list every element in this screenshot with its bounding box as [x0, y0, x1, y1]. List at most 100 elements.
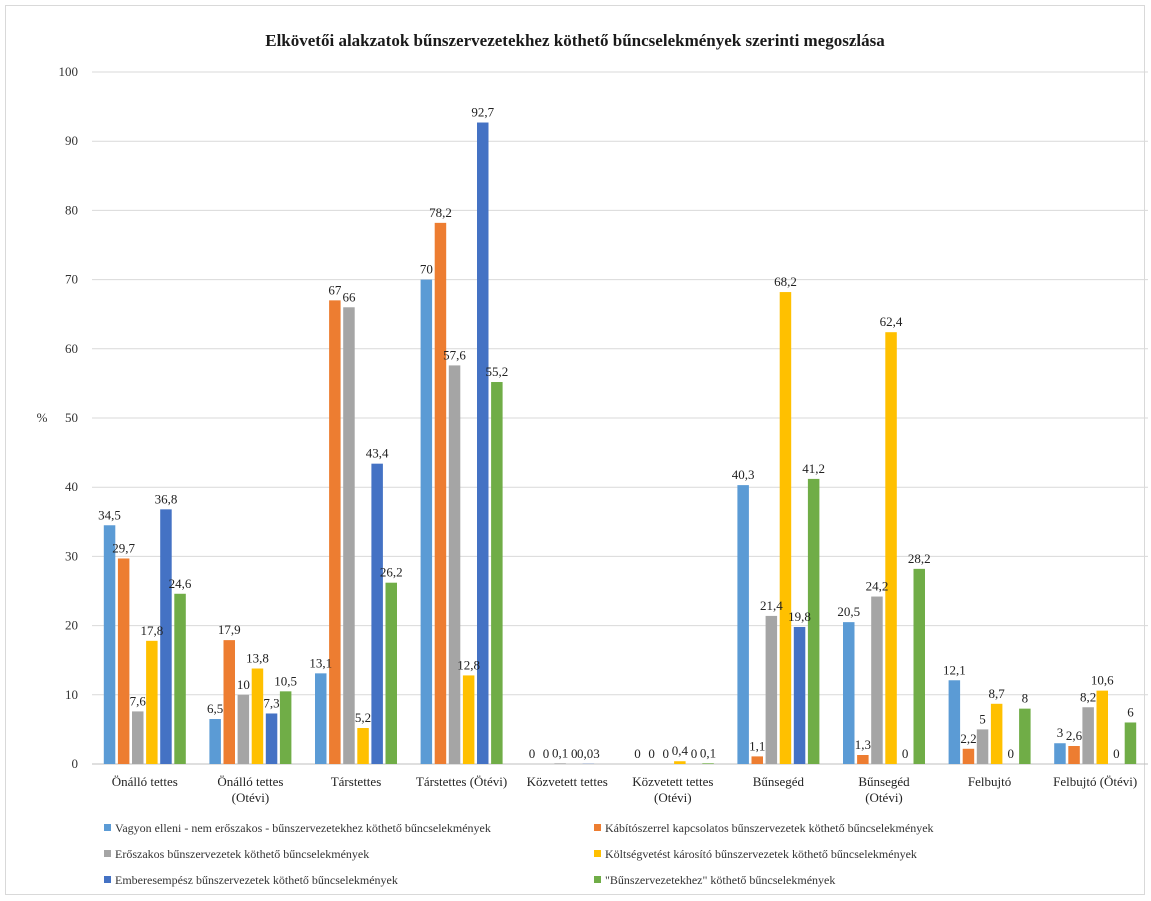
category-label: (Otévi): [654, 790, 692, 805]
legend-swatch: [104, 850, 111, 857]
legend-swatch: [594, 850, 601, 857]
bar: [477, 122, 489, 765]
data-label: 13,1: [309, 655, 332, 670]
legend-swatch: [594, 876, 601, 883]
bar: [420, 279, 433, 764]
data-label: 41,2: [802, 461, 825, 476]
data-label: 34,5: [98, 507, 121, 522]
bar: [674, 761, 686, 764]
bar: [737, 485, 749, 764]
data-label: 0: [648, 746, 655, 761]
data-label: 78,2: [429, 205, 452, 220]
y-tick-label: 30: [65, 548, 78, 563]
data-labels: 34,5 29,7 7,6 17,8 36,8 24,6 6,5 17,9 10 13,8 7,3 1…: [98, 105, 1134, 761]
bar: [265, 713, 278, 764]
bar: [1124, 722, 1137, 764]
y-axis-label: %: [37, 410, 48, 425]
data-label: 0: [1113, 746, 1120, 761]
bar: [843, 622, 855, 764]
data-label: 21,4: [760, 598, 783, 613]
bar: [357, 728, 369, 764]
y-tick-label: 100: [59, 64, 79, 79]
bar: [385, 582, 397, 764]
y-tick-label: 0: [72, 756, 79, 771]
legend-label: Vagyon elleni - nem erőszakos - bűnszerv…: [115, 821, 491, 835]
category-label: Közvetett tettes: [632, 774, 713, 789]
bar: [237, 694, 250, 764]
data-label: 5,2: [355, 710, 371, 725]
bar: [223, 640, 235, 764]
bar: [871, 596, 883, 764]
data-label: 57,6: [443, 347, 466, 362]
data-label: 5: [979, 711, 986, 726]
category-label: Közvetett tettes: [527, 774, 608, 789]
bar: [371, 463, 383, 764]
data-label: 7,6: [130, 693, 147, 708]
data-label: 67: [328, 282, 342, 297]
bar: [448, 365, 461, 764]
bar: [160, 509, 172, 764]
bar: [434, 222, 447, 764]
category-label: Társtettes: [331, 774, 382, 789]
data-label: 24,6: [169, 576, 192, 591]
data-label: 0,1: [700, 745, 716, 760]
data-label: 6: [1127, 704, 1134, 719]
y-axis-ticks: 0 10 20 30 40 50 60 70 80 90 100: [59, 64, 79, 771]
legend: Vagyon elleni - nem erőszakos - bűnszerv…: [104, 821, 934, 887]
legend-swatch: [104, 876, 111, 883]
data-label: 10,6: [1091, 673, 1114, 688]
bar: [1068, 746, 1080, 764]
bar: [103, 525, 116, 764]
category-label: Bűnsegéd: [753, 774, 805, 789]
bar: [329, 300, 341, 764]
data-label: 0: [529, 746, 536, 761]
data-label: 0,03: [577, 746, 600, 761]
bar: [793, 626, 806, 764]
data-label: 24,2: [866, 579, 889, 594]
data-label: 29,7: [112, 540, 135, 555]
data-label: 8: [1022, 691, 1029, 706]
data-label: 70: [420, 262, 433, 277]
data-label: 68,2: [774, 274, 797, 289]
data-label: 1,1: [749, 738, 765, 753]
y-tick-label: 20: [65, 618, 78, 633]
y-tick-label: 10: [65, 687, 78, 702]
data-label: 12,8: [457, 657, 480, 672]
data-label: 2,6: [1066, 728, 1083, 743]
y-tick-label: 70: [65, 272, 78, 287]
data-label: 20,5: [837, 604, 860, 619]
data-label: 8,7: [989, 686, 1006, 701]
data-label: 36,8: [155, 491, 178, 506]
data-label: 0: [663, 746, 670, 761]
data-label: 62,4: [880, 314, 903, 329]
legend-swatch: [594, 824, 601, 831]
bar: [1054, 743, 1066, 764]
legend-label: Kábítószerrel kapcsolatos bűnszervezetek…: [605, 821, 934, 835]
bar: [132, 711, 144, 764]
data-label: 10: [237, 677, 250, 692]
bar: [779, 292, 792, 764]
data-label: 0: [571, 746, 578, 761]
data-label: 19,8: [788, 609, 811, 624]
data-label: 0: [543, 746, 550, 761]
bar: [962, 748, 975, 764]
data-label: 55,2: [485, 364, 508, 379]
category-label: Felbujtó (Ötévi): [1053, 774, 1137, 789]
bar: [751, 756, 763, 764]
legend-swatch: [104, 824, 111, 831]
legend-label: Költségvetést károsító bűnszervezetek kö…: [605, 847, 917, 861]
data-label: 7,3: [263, 695, 279, 710]
data-label: 28,2: [908, 551, 931, 566]
legend-label: Erőszakos bűnszervezetek köthető bűncsel…: [115, 847, 369, 861]
bar: [1019, 708, 1031, 764]
data-label: 0: [634, 746, 641, 761]
category-label: Önálló tettes: [217, 774, 283, 789]
bar: [117, 558, 130, 764]
bar: [343, 307, 355, 764]
bar: [990, 703, 1003, 764]
data-label: 17,8: [140, 623, 163, 638]
bar: [948, 680, 961, 764]
bar: [1096, 690, 1108, 764]
y-tick-label: 60: [65, 341, 78, 356]
